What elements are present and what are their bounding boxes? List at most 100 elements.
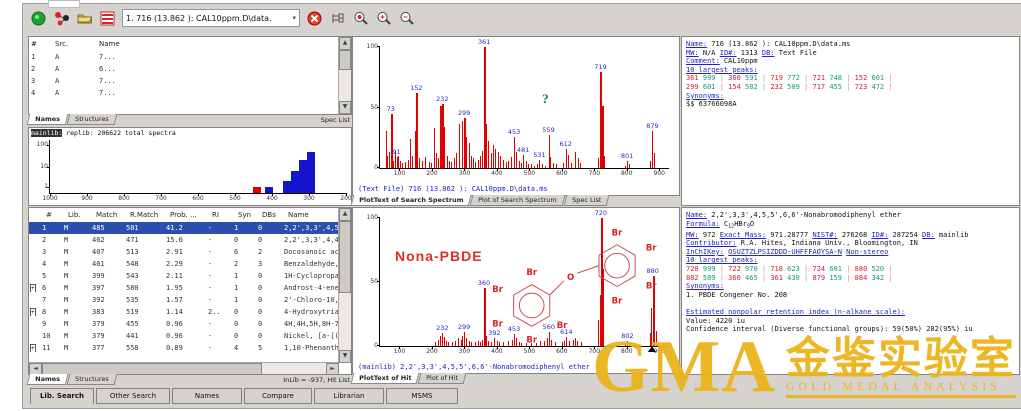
cell-ri: - — [208, 260, 213, 268]
histogram-bar — [299, 159, 308, 193]
tab-plottext-of-search-spectrum[interactable]: PlotText of Search Spectrum — [350, 195, 472, 206]
zoom-in-icon[interactable] — [375, 10, 392, 26]
link-text[interactable]: Synonyms: — [686, 91, 724, 100]
spectrum-peak — [563, 163, 565, 168]
tree-view-icon[interactable] — [329, 10, 346, 26]
hit-info-text: Name: 2,2',3,3',4,5,5',6,6'-Nonabromodip… — [682, 208, 1019, 337]
main-tab-lib-search[interactable]: Lib. Search — [30, 388, 94, 405]
scroll-right-icon[interactable]: ► — [326, 363, 339, 374]
x-tick-mark — [561, 346, 563, 349]
link-text[interactable]: Name: — [686, 211, 708, 219]
y-tick-label: 50 — [370, 103, 378, 111]
search-spectrum-tabstrip: PlotText of Search Spectrum Plot of Searc… — [350, 195, 678, 207]
scroll-left-icon[interactable]: ◄ — [29, 363, 42, 374]
hit-list-row[interactable]: +6 M 397 580 1.95 - 1 0 Androst-4-ene-3,17-dion — [29, 282, 338, 294]
scroll-thumb[interactable] — [42, 363, 262, 374]
spec-list-row[interactable]: 3 A 7... — [29, 75, 338, 87]
tab-spec-list[interactable]: Spec List — [563, 195, 610, 206]
main-tab-other-search[interactable]: Other Search — [96, 388, 170, 404]
cell-name: Nickel, [a-[(1,2-η:3, — [284, 332, 338, 340]
spectrum-peak — [516, 338, 518, 346]
expand-icon[interactable]: + — [30, 284, 36, 292]
tab-plottext-of-hit[interactable]: PlotText of Hit — [350, 373, 420, 384]
main-tab-names[interactable]: Names — [172, 388, 242, 404]
text: $$ 63766098A — [686, 100, 737, 109]
spectrum-peak — [567, 154, 569, 168]
molecule-icon[interactable] — [53, 10, 70, 26]
structures-icon[interactable] — [99, 10, 116, 26]
link-text[interactable]: Comment: — [686, 57, 720, 66]
hit-list-row[interactable]: 7 M 392 535 1.57 - 1 0 2'-Chloro-10,11-dihydro — [29, 294, 338, 306]
link-text[interactable]: 10 largest peaks: — [686, 256, 758, 265]
expand-icon[interactable]: + — [30, 344, 36, 352]
link-text[interactable]: Synonyms: — [686, 282, 724, 291]
hit-list-vscrollbar[interactable]: ▲ ▼ — [338, 208, 351, 363]
link-text[interactable]: Contributor: — [686, 239, 737, 248]
spectrum-selector-dropdown[interactable]: 1. 716 (13.862 ): CAL10ppm.D\data. ▾ — [122, 9, 300, 27]
spectrum-peak — [442, 103, 445, 168]
green-go-icon[interactable] — [30, 10, 47, 26]
tab-plot-of-search-spectrum[interactable]: Plot of Search Spectrum — [470, 195, 566, 206]
link-text[interactable]: DB: — [761, 48, 775, 57]
link-text[interactable]: 10 largest peaks: — [686, 65, 758, 74]
link-text[interactable]: MW: — [686, 48, 699, 57]
cell-num: 4 — [42, 260, 47, 268]
hit-list-row[interactable]: +11 M 377 558 0.89 - 4 5 1,10-Phenanthroline, 2, — [29, 342, 338, 354]
hit-list-row[interactable]: 1 M 485 501 41.2 - 1 0 2,2',3,3',4,5,5',6,6'-N — [29, 222, 338, 234]
hit-list-hscrollbar[interactable]: ◄ ► — [29, 362, 339, 374]
x-tick-label: 900 — [653, 170, 665, 177]
link-text[interactable]: Estimated nonpolar retention index (n-al… — [686, 308, 906, 317]
spec-list-row[interactable]: 4 A 7... — [29, 87, 338, 99]
link-text[interactable]: Formula: — [686, 219, 720, 228]
link-text[interactable]: MW: — [686, 230, 699, 239]
x-tick-mark — [529, 168, 531, 171]
spec-list-row[interactable]: 2 A 6... — [29, 63, 338, 75]
tab-names[interactable]: Names — [26, 374, 69, 385]
open-folder-icon[interactable] — [76, 10, 93, 26]
link-text[interactable]: InChIKey: — [686, 247, 724, 256]
text: 582 — [740, 82, 758, 91]
tab-structures[interactable]: Structures — [66, 374, 117, 385]
link-text[interactable]: DB: — [922, 230, 935, 239]
scroll-down-icon[interactable]: ▼ — [339, 101, 351, 114]
main-tab-compare[interactable]: Compare — [244, 388, 312, 404]
hit-list-row[interactable]: 10 M 379 441 0.96 - 0 0 Nickel, [a-[(1,2-η:3, — [29, 330, 338, 342]
main-tab-msms[interactable]: MSMS — [386, 388, 458, 404]
delete-spectrum-icon[interactable] — [306, 10, 323, 26]
library-search-icon[interactable] — [352, 10, 369, 26]
spec-list-vscrollbar[interactable]: ▲ ▼ — [338, 37, 351, 114]
hit-list-row[interactable]: 9 M 379 455 0.96 - 0 0 4H,4H,5H,8H-7a,8a-Diaza — [29, 318, 338, 330]
tab-structures[interactable]: Structures — [66, 114, 117, 125]
link-text[interactable]: Non-stereo — [846, 247, 889, 256]
link-text[interactable]: ID#: — [871, 230, 889, 239]
hit-list-row[interactable]: +8 M 383 519 1.14 2.. 0 0 4-Hydroxytriazolam, ac — [29, 306, 338, 318]
expand-icon[interactable]: + — [30, 308, 36, 316]
text: 360 — [723, 273, 741, 282]
scroll-down-icon[interactable]: ▼ — [339, 350, 351, 363]
scroll-thumb[interactable] — [339, 50, 351, 70]
scroll-up-icon[interactable]: ▲ — [339, 208, 351, 221]
spectrum-peak — [651, 307, 653, 346]
hit-list-row[interactable]: 4 M 401 548 2.29 - 2 3 Benzaldehyde, 4-hydroxy — [29, 258, 338, 270]
cell: 2 — [31, 65, 36, 73]
scroll-thumb[interactable] — [339, 221, 351, 293]
hit-list-row[interactable]: 5 M 399 543 2.11 - 1 0 1H-Cyclopropa[3,4]benz — [29, 270, 338, 282]
cell-syn: 0 — [234, 332, 239, 340]
link-text[interactable]: NIST#: — [812, 230, 838, 239]
main-tab-librarian[interactable]: Librarian — [314, 388, 384, 404]
zoom-out-icon[interactable] — [398, 10, 415, 26]
peak-label: 880 — [646, 266, 659, 275]
link-text[interactable]: OSUZTZLPSIZDDD-UHFFFAOYSA-N — [728, 247, 842, 256]
search-spectrum-caption: (Text File) 716 (13.862 ): CAL10ppm.D\da… — [358, 185, 548, 193]
hit-list-row[interactable]: 2 M 462 471 15.0 - 0 0 2,2',3,3',4,4',5,5',6-N — [29, 234, 338, 246]
link-text[interactable]: Name: — [686, 40, 708, 48]
tab-plot-of-hit[interactable]: Plot of Hit — [418, 373, 467, 384]
hit-list-row[interactable]: 3 M 407 513 2.91 - 6 2 Docosanoic acid, 1,2,3- — [29, 246, 338, 258]
tab-names[interactable]: Names — [26, 114, 69, 125]
link-text[interactable]: ID#: — [719, 48, 737, 57]
scroll-up-icon[interactable]: ▲ — [339, 37, 351, 50]
spectrum-peak — [483, 288, 486, 346]
spectrum-peak — [514, 334, 516, 346]
link-text[interactable]: Exact Mass: — [719, 230, 767, 239]
spec-list-row[interactable]: 1 A 7... — [29, 51, 338, 63]
